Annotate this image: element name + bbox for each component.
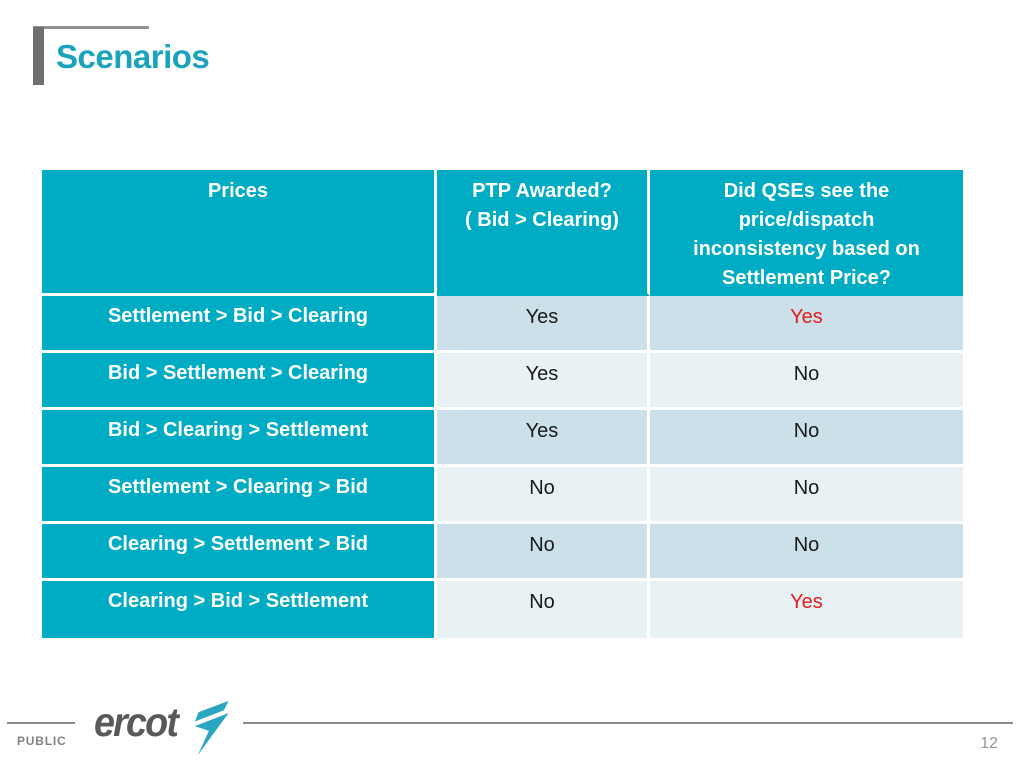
ptp-awarded-cell: Yes xyxy=(437,410,650,467)
col-header-prices: Prices xyxy=(42,170,437,296)
qse-inconsistency-cell: No xyxy=(650,410,963,467)
col-header-ptp-awarded: PTP Awarded? ( Bid > Clearing) xyxy=(437,170,650,296)
table-row: Bid > Settlement > Clearing Yes No xyxy=(42,353,963,410)
page-title: Scenarios xyxy=(56,38,210,75)
footer-rule-right xyxy=(243,722,1013,724)
prices-cell: Bid > Settlement > Clearing xyxy=(42,353,437,410)
classification-label: PUBLIC xyxy=(17,734,67,748)
ptp-awarded-cell: No xyxy=(437,467,650,524)
ercot-logo-text: ercot xyxy=(94,699,179,745)
table-row: Settlement > Bid > Clearing Yes Yes xyxy=(42,296,963,353)
title-top-rule xyxy=(33,26,149,29)
table-row: Clearing > Bid > Settlement No Yes xyxy=(42,581,963,638)
table-row: Bid > Clearing > Settlement Yes No xyxy=(42,410,963,467)
qse-inconsistency-cell: No xyxy=(650,353,963,410)
prices-cell: Bid > Clearing > Settlement xyxy=(42,410,437,467)
prices-cell: Settlement > Bid > Clearing xyxy=(42,296,437,353)
qse-inconsistency-cell: No xyxy=(650,524,963,581)
ercot-bolt-icon xyxy=(186,698,230,763)
table-row: Clearing > Settlement > Bid No No xyxy=(42,524,963,581)
page-number: 12 xyxy=(980,735,998,752)
qse-inconsistency-cell: Yes xyxy=(650,296,963,353)
table-row: Settlement > Clearing > Bid No No xyxy=(42,467,963,524)
ptp-awarded-cell: Yes xyxy=(437,296,650,353)
ptp-awarded-cell: No xyxy=(437,581,650,638)
prices-cell: Clearing > Settlement > Bid xyxy=(42,524,437,581)
col-header-qse-inconsistency: Did QSEs see the price/dispatch inconsis… xyxy=(650,170,963,296)
ptp-awarded-cell: No xyxy=(437,524,650,581)
scenarios-table: Prices PTP Awarded? ( Bid > Clearing) Di… xyxy=(42,170,963,638)
prices-cell: Clearing > Bid > Settlement xyxy=(42,581,437,638)
qse-inconsistency-cell: No xyxy=(650,467,963,524)
title-accent-bar xyxy=(33,27,44,85)
qse-inconsistency-cell: Yes xyxy=(650,581,963,638)
ercot-logo: ercot xyxy=(94,698,230,763)
prices-cell: Settlement > Clearing > Bid xyxy=(42,467,437,524)
table-header-row: Prices PTP Awarded? ( Bid > Clearing) Di… xyxy=(42,170,963,296)
footer-rule-left xyxy=(7,722,75,724)
ptp-awarded-cell: Yes xyxy=(437,353,650,410)
